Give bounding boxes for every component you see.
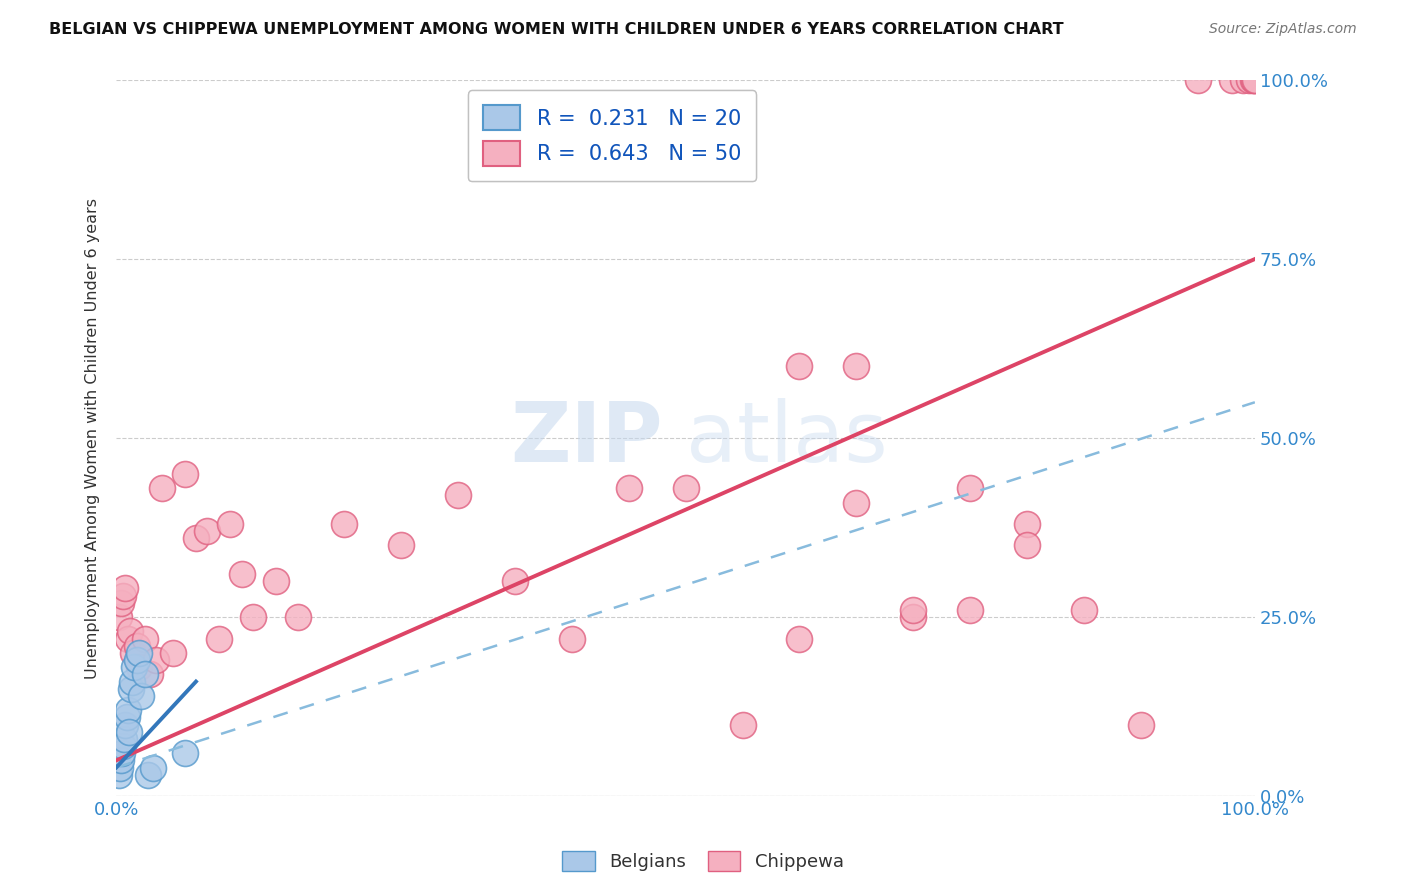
Point xyxy=(117,703,139,717)
Point xyxy=(208,632,231,646)
Point xyxy=(333,516,356,531)
Point xyxy=(195,524,218,538)
Point xyxy=(150,481,173,495)
Y-axis label: Unemployment Among Women with Children Under 6 years: Unemployment Among Women with Children U… xyxy=(86,197,100,679)
Point xyxy=(1017,539,1039,553)
Point xyxy=(162,646,184,660)
Point xyxy=(128,646,150,660)
Point xyxy=(219,516,242,531)
Point xyxy=(503,574,526,589)
Text: Source: ZipAtlas.com: Source: ZipAtlas.com xyxy=(1209,22,1357,37)
Point xyxy=(561,632,583,646)
Point xyxy=(1243,73,1265,87)
Point xyxy=(134,632,156,646)
Point xyxy=(111,746,134,760)
Point xyxy=(122,646,145,660)
Point xyxy=(114,582,136,596)
Point xyxy=(1130,717,1153,731)
Point xyxy=(1220,73,1243,87)
Point xyxy=(1237,73,1260,87)
Point xyxy=(173,746,195,760)
Point xyxy=(139,667,162,681)
Point xyxy=(110,753,132,767)
Point xyxy=(128,660,150,674)
Point xyxy=(789,359,811,374)
Point xyxy=(845,359,868,374)
Point xyxy=(134,667,156,681)
Point xyxy=(231,567,253,582)
Point xyxy=(1017,516,1039,531)
Legend: R =  0.231   N = 20, R =  0.643   N = 50: R = 0.231 N = 20, R = 0.643 N = 50 xyxy=(468,90,756,181)
Point xyxy=(125,653,148,667)
Point xyxy=(112,589,135,603)
Point xyxy=(1244,73,1267,87)
Point xyxy=(125,639,148,653)
Point xyxy=(136,767,159,781)
Point xyxy=(389,539,412,553)
Point xyxy=(1187,73,1209,87)
Point xyxy=(110,596,132,610)
Point xyxy=(115,710,138,724)
Point xyxy=(142,760,165,774)
Point xyxy=(617,481,640,495)
Point xyxy=(120,681,142,696)
Point xyxy=(124,660,146,674)
Point xyxy=(114,717,136,731)
Point xyxy=(959,603,981,617)
Point xyxy=(789,632,811,646)
Point xyxy=(447,488,470,502)
Point xyxy=(675,481,697,495)
Point xyxy=(118,724,141,739)
Legend: Belgians, Chippewa: Belgians, Chippewa xyxy=(555,844,851,879)
Text: ZIP: ZIP xyxy=(510,398,662,479)
Point xyxy=(903,603,925,617)
Point xyxy=(107,767,129,781)
Point xyxy=(131,689,153,703)
Point xyxy=(107,610,129,624)
Point xyxy=(845,495,868,509)
Point xyxy=(1232,73,1254,87)
Point xyxy=(118,624,141,639)
Point xyxy=(242,610,264,624)
Point xyxy=(903,610,925,624)
Point xyxy=(264,574,287,589)
Text: atlas: atlas xyxy=(686,398,887,479)
Point xyxy=(121,674,143,689)
Point xyxy=(108,760,131,774)
Point xyxy=(145,653,167,667)
Point xyxy=(173,467,195,481)
Point xyxy=(117,632,139,646)
Point xyxy=(1073,603,1095,617)
Point xyxy=(1241,73,1264,87)
Point xyxy=(112,739,135,753)
Point xyxy=(184,532,207,546)
Point xyxy=(959,481,981,495)
Text: BELGIAN VS CHIPPEWA UNEMPLOYMENT AMONG WOMEN WITH CHILDREN UNDER 6 YEARS CORRELA: BELGIAN VS CHIPPEWA UNEMPLOYMENT AMONG W… xyxy=(49,22,1064,37)
Point xyxy=(112,731,135,746)
Point xyxy=(731,717,754,731)
Point xyxy=(287,610,309,624)
